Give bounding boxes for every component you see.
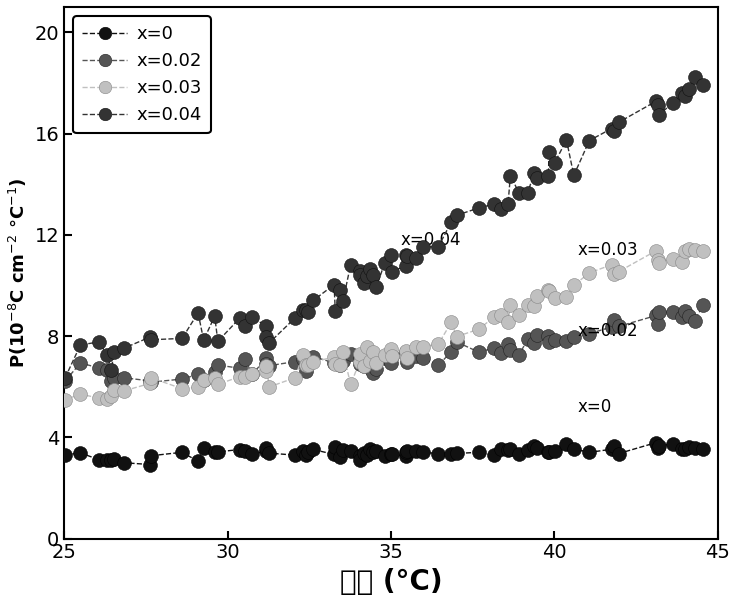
x=0.03 bbox=[60, 396, 69, 403]
x=0.02 bbox=[120, 374, 129, 382]
x=0.02 bbox=[550, 336, 559, 343]
x=0 bbox=[585, 449, 594, 456]
x=0.03 bbox=[570, 282, 579, 289]
x=0.04 bbox=[652, 98, 661, 105]
x=0.03 bbox=[120, 387, 129, 394]
x=0.04 bbox=[120, 344, 129, 352]
x=0.04 bbox=[550, 160, 559, 167]
x=0.02 bbox=[147, 379, 156, 386]
x=0.03 bbox=[550, 294, 559, 302]
X-axis label: 温度 (°C): 温度 (°C) bbox=[340, 568, 442, 596]
x=0.03 bbox=[652, 247, 661, 254]
x=0.02 bbox=[562, 338, 571, 345]
x=0.04 bbox=[533, 175, 542, 182]
x=0 bbox=[550, 447, 559, 454]
x=0.03 bbox=[545, 287, 553, 294]
x=0 bbox=[562, 440, 571, 447]
x=0 bbox=[120, 459, 129, 466]
Text: x=0.02: x=0.02 bbox=[577, 322, 638, 340]
Text: x=0.03: x=0.03 bbox=[577, 241, 638, 259]
x=0.04 bbox=[570, 172, 579, 179]
x=0.02 bbox=[654, 321, 663, 328]
x=0.02 bbox=[585, 330, 594, 337]
x=0.04 bbox=[545, 148, 553, 156]
x=0 bbox=[60, 451, 69, 458]
x=0.04 bbox=[691, 73, 699, 80]
Line: x=0.03: x=0.03 bbox=[58, 242, 710, 407]
Text: x=0: x=0 bbox=[577, 398, 612, 416]
Line: x=0: x=0 bbox=[58, 435, 710, 472]
x=0 bbox=[145, 461, 154, 468]
x=0 bbox=[654, 443, 663, 450]
Text: x=0.04: x=0.04 bbox=[401, 231, 461, 249]
Line: x=0.04: x=0.04 bbox=[58, 70, 710, 385]
Legend: x=0, x=0.02, x=0.03, x=0.04: x=0, x=0.02, x=0.03, x=0.04 bbox=[73, 16, 211, 133]
x=0.03 bbox=[699, 247, 708, 254]
Line: x=0.02: x=0.02 bbox=[58, 298, 710, 389]
x=0 bbox=[652, 439, 661, 446]
x=0.04 bbox=[60, 374, 69, 382]
x=0.02 bbox=[544, 332, 553, 339]
x=0.02 bbox=[60, 377, 69, 385]
Y-axis label: P(10$^{-8}$C cm$^{-2}$ $\degree$C$^{-1}$): P(10$^{-8}$C cm$^{-2}$ $\degree$C$^{-1}$… bbox=[7, 178, 29, 368]
x=0.02 bbox=[699, 302, 708, 309]
x=0 bbox=[699, 446, 708, 453]
x=0.03 bbox=[533, 292, 542, 300]
x=0.04 bbox=[699, 81, 708, 88]
x=0.03 bbox=[684, 245, 693, 253]
x=0 bbox=[544, 449, 553, 456]
